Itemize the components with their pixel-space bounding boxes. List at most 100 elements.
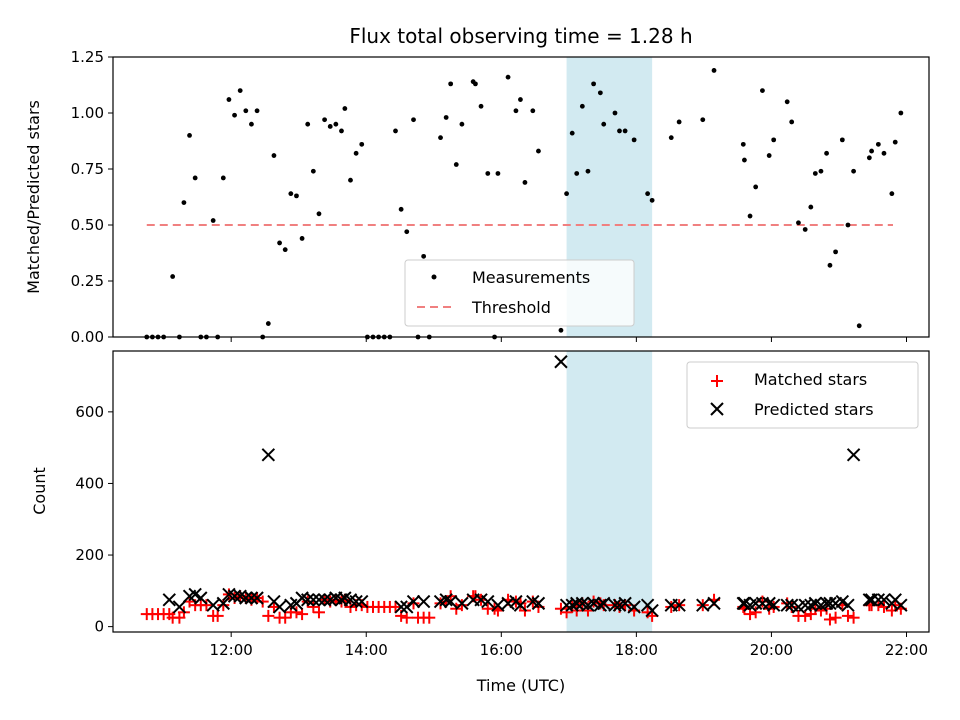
measurement-point	[473, 81, 478, 87]
top-panel: 0.00 0.25 0.50 0.75 1.00 1.25 Matched/Predict…	[24, 48, 930, 346]
measurement-point	[612, 110, 618, 116]
measurement-point	[310, 168, 316, 174]
measurement-point	[443, 115, 449, 120]
predicted-star-point	[627, 600, 641, 614]
predicted-star-point	[894, 598, 908, 612]
bottom-y-tick-label: 400	[75, 474, 104, 492]
matched-star-point	[829, 611, 842, 624]
measurement-point	[740, 141, 746, 147]
predicted-star-point	[762, 596, 776, 611]
matched-star-point	[847, 611, 860, 624]
measurement-point	[869, 148, 874, 154]
chart-title: Flux total observing time = 1.28 h	[349, 24, 692, 48]
predicted-star-point	[301, 593, 315, 607]
measurement-point	[530, 108, 536, 114]
matched-star-point	[262, 609, 275, 622]
top-y-tick-label: 0.50	[71, 216, 104, 234]
predicted-star-point	[349, 594, 363, 609]
measurement-point	[333, 121, 339, 127]
matched-star-point	[423, 611, 436, 624]
predicted-star-point	[250, 591, 264, 605]
measurement-point	[856, 323, 862, 329]
matched-star-point	[799, 609, 812, 622]
measurement-point	[597, 90, 603, 96]
measurement-point	[359, 141, 365, 147]
predicted-star-point	[455, 596, 469, 611]
measurement-point	[747, 213, 753, 219]
x-tick-label: 12:00	[210, 641, 253, 659]
measurement-point	[254, 108, 260, 114]
measurement-point	[601, 121, 607, 127]
legend-measurements-marker	[431, 274, 437, 280]
predicted-star-point	[416, 594, 431, 609]
measurement-point	[453, 162, 459, 167]
measurement-point	[585, 168, 591, 174]
measurement-point	[505, 74, 511, 80]
measurement-point	[827, 262, 833, 268]
matched-star-point	[455, 599, 468, 612]
measurement-point	[796, 220, 801, 226]
x-tick-label: 20:00	[750, 641, 793, 659]
measurement-point	[564, 191, 569, 197]
predicted-star-point	[707, 596, 721, 611]
x-tick-label: 22:00	[885, 641, 928, 659]
matched-star-point	[665, 600, 678, 613]
predicted-star-point	[841, 598, 855, 612]
matched-star-point	[823, 613, 836, 626]
predicted-star-point	[394, 600, 408, 614]
matched-star-point	[312, 606, 325, 619]
predicted-star-point	[618, 596, 632, 611]
measurement-point	[327, 124, 333, 129]
predicted-star-point	[439, 593, 453, 607]
top-y-axis-label: Matched/Predicted stars	[24, 100, 43, 294]
legend-threshold-label: Threshold	[471, 298, 551, 317]
predicted-star-point	[244, 591, 259, 605]
measurement-point	[237, 88, 243, 93]
legend-matched-marker	[711, 375, 723, 387]
predicted-star-point	[501, 596, 515, 611]
predicted-star-point	[846, 448, 861, 462]
measurement-point	[789, 119, 795, 125]
matched-star-point	[389, 600, 402, 613]
measurement-point	[348, 177, 353, 183]
predicted-star-point	[261, 448, 276, 462]
measurement-point	[892, 139, 898, 145]
predicted-star-point	[239, 591, 253, 605]
measurement-point	[243, 108, 249, 114]
measurement-point	[277, 240, 282, 246]
measurement-point	[771, 137, 777, 143]
measurement-point	[818, 168, 824, 174]
predicted-star-point	[306, 593, 321, 607]
bottom-y-tick-label: 600	[75, 403, 104, 421]
measurements-series	[144, 68, 904, 340]
predicted-star-point	[172, 600, 187, 614]
predicted-star-point	[696, 598, 710, 612]
measurement-point	[513, 108, 519, 114]
measurement-point	[558, 327, 564, 333]
predicted-star-point	[216, 596, 231, 611]
measurement-point	[393, 128, 398, 134]
legend-predicted-label: Predicted stars	[754, 400, 874, 419]
bottom-legend: Matched stars Predicted stars	[686, 361, 919, 429]
x-tick-label: 16:00	[480, 641, 523, 659]
measurement-point	[700, 117, 706, 123]
bottom-y-tick-label: 200	[75, 546, 104, 564]
x-tick-label: 14:00	[345, 641, 388, 659]
predicted-star-point	[162, 593, 176, 607]
bottom-y-axis: 0 200 400 600	[75, 403, 113, 636]
predicted-star-point	[227, 589, 242, 603]
predicted-star-point	[871, 593, 886, 607]
measurement-point	[866, 155, 872, 161]
matched-star-point	[290, 606, 303, 619]
measurement-point	[271, 153, 277, 158]
bottom-y-tick-label: 0	[94, 618, 104, 636]
measurement-point	[766, 153, 772, 158]
measurement-point	[645, 191, 651, 197]
measurement-point	[282, 247, 288, 253]
top-y-tick-label: 0.75	[71, 160, 104, 178]
top-legend: Measurements Threshold	[404, 259, 635, 327]
x-tick-label: 18:00	[615, 641, 658, 659]
predicted-star-point	[597, 596, 611, 611]
predicted-star-point	[804, 598, 818, 612]
